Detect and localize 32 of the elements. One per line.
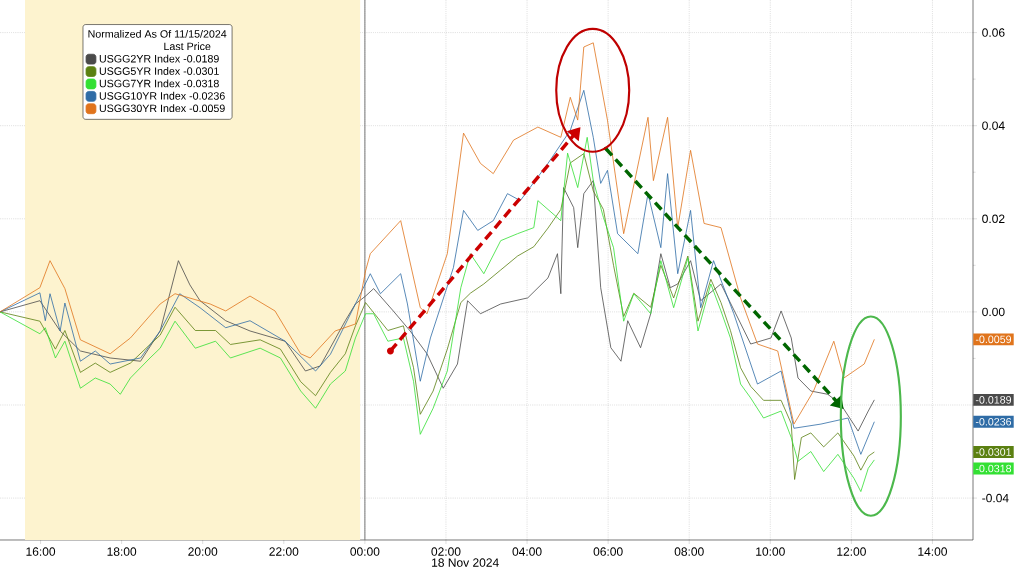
x-tick-label: 14:00 xyxy=(918,547,948,556)
legend-label: USGG10YR Index -0.0236 xyxy=(99,91,225,100)
y-tick-label: 0.00 xyxy=(982,307,1005,317)
x-tick-label: 16:00 xyxy=(26,547,56,556)
legend-title: Normalized As Of 11/15/2024 xyxy=(88,29,227,38)
text: -0.0189 xyxy=(975,396,1012,404)
y-tick-label: 0.04 xyxy=(982,121,1005,130)
line-series xyxy=(0,42,875,425)
y-tick-label: -0.04 xyxy=(982,493,1009,503)
x-tick-label: 10:00 xyxy=(756,547,785,556)
text: -0.0059 xyxy=(975,335,1012,344)
annotation: Last Price xyxy=(164,42,211,51)
x-tick-label: 20:00 xyxy=(188,547,218,556)
x-tick-label: 12:00 xyxy=(837,547,866,556)
legend-label: USGG2YR Index -0.0189 xyxy=(99,54,219,63)
y-tick-label: 0.06 xyxy=(982,28,1005,37)
x-tick-label: 22:00 xyxy=(269,547,299,556)
x-tick-label: 08:00 xyxy=(674,547,704,556)
x-axis-title: 18 Nov 2024 xyxy=(432,558,499,567)
text: -0.0236 xyxy=(975,417,1012,426)
x-tick-label: 06:00 xyxy=(593,547,623,556)
legend-label: USGG7YR Index -0.0318 xyxy=(99,79,219,88)
line-series xyxy=(0,180,875,432)
y-tick-label: 0.02 xyxy=(982,214,1005,224)
text: -0.0318 xyxy=(975,464,1012,473)
legend-label: USGG30YR Index -0.0059 xyxy=(99,104,225,113)
x-tick-label: 00:00 xyxy=(350,547,380,556)
legend-label: USGG5YR Index -0.0301 xyxy=(99,67,219,75)
x-tick-label: 04:00 xyxy=(512,547,542,556)
text: -0.0301 xyxy=(975,448,1012,456)
x-tick-label: 02:00 xyxy=(431,547,461,556)
x-tick-label: 18:00 xyxy=(107,547,137,556)
